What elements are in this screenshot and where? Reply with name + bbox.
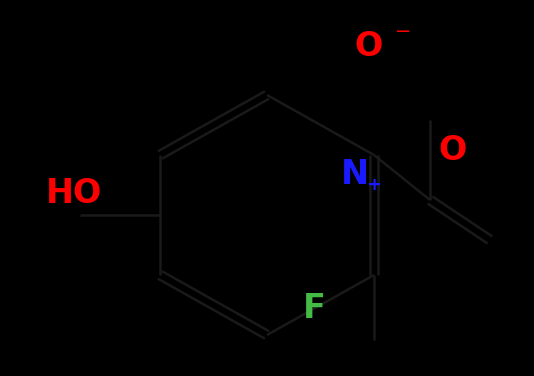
Text: N: N — [341, 158, 369, 191]
Text: F: F — [303, 292, 325, 325]
Text: +: + — [366, 176, 381, 194]
Text: −: − — [395, 23, 411, 41]
Text: HO: HO — [45, 177, 101, 210]
Text: O: O — [438, 134, 466, 167]
Text: O: O — [355, 30, 382, 64]
